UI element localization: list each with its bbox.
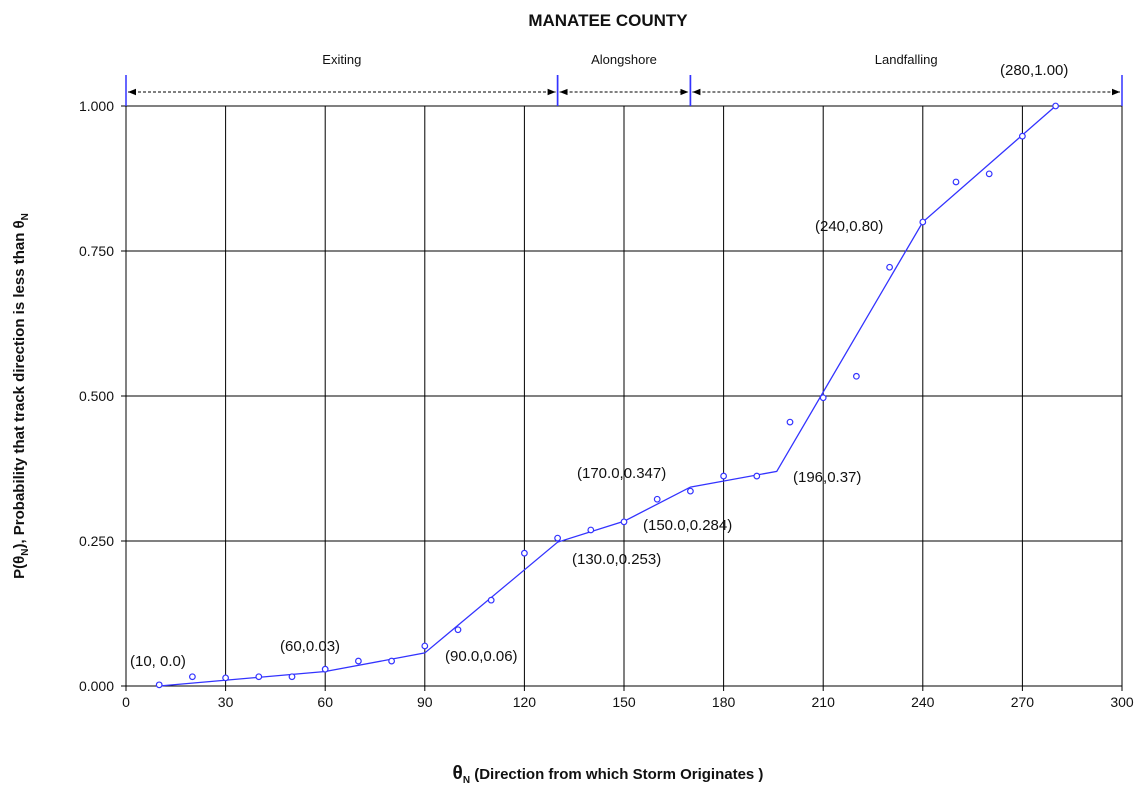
x-axis-label: θN (Direction from which Storm Originate… (453, 763, 764, 786)
y-label-sub: N (20, 213, 31, 220)
data-point (620, 518, 628, 526)
x-tick-label: 300 (1110, 694, 1134, 710)
annotation: (240,0.80) (815, 218, 883, 235)
data-point (554, 534, 561, 542)
y-axis-label: P(θN), Probability that track direction … (11, 213, 31, 579)
data-point (188, 673, 196, 681)
data-point (388, 657, 396, 665)
region-label: Alongshore (591, 52, 657, 67)
x-tick-label: 120 (513, 694, 537, 710)
data-point (653, 495, 661, 503)
x-label-sub: N (463, 775, 470, 786)
x-tick-label: 240 (911, 694, 935, 710)
data-point (521, 549, 528, 557)
data-point (886, 263, 893, 271)
annotation: (170.0,0.347) (577, 465, 666, 482)
x-tick-label: 210 (812, 694, 836, 710)
region-label: Landfalling (875, 52, 938, 67)
chart-title: MANATEE COUNTY (528, 11, 688, 30)
annotation: (130.0,0.253) (572, 551, 661, 568)
annotation: (90.0,0.06) (445, 648, 518, 665)
y-label-part: ), Probability that track direction is l… (11, 220, 28, 548)
data-point (321, 665, 329, 673)
x-label-part: (Direction from which Storm Originates ) (470, 766, 763, 783)
y-tick-label: 0.500 (79, 388, 114, 404)
x-tick-label: 90 (417, 694, 433, 710)
annotation: (196,0.37) (793, 469, 861, 486)
data-point (487, 596, 495, 604)
data-point (421, 642, 429, 650)
x-tick-label: 270 (1011, 694, 1035, 710)
data-point (288, 673, 296, 681)
y-tick-label: 0.250 (79, 533, 114, 549)
annotation: (60,0.03) (280, 638, 340, 655)
y-tick-label: 0.000 (79, 678, 114, 694)
data-point (853, 372, 860, 380)
x-tick-label: 150 (612, 694, 636, 710)
data-point (720, 472, 727, 480)
data-point (819, 394, 827, 402)
data-point (587, 526, 595, 534)
annotation: (150.0,0.284) (643, 517, 732, 534)
data-point (155, 681, 163, 689)
data-point (952, 178, 960, 186)
annotation: (10, 0.0) (130, 653, 186, 670)
data-point (255, 673, 263, 681)
data-point (222, 674, 230, 682)
annotation: (280,1.00) (1000, 62, 1068, 79)
data-point (753, 472, 761, 480)
data-point (1019, 132, 1026, 140)
x-label-part: θ (453, 763, 463, 784)
data-point (1052, 102, 1059, 110)
data-point (687, 487, 694, 495)
x-tick-label: 60 (317, 694, 333, 710)
data-point (985, 170, 993, 178)
data-point (355, 657, 362, 665)
x-tick-label: 180 (712, 694, 736, 710)
y-tick-label: 1.000 (79, 98, 114, 114)
y-tick-label: 0.750 (79, 243, 114, 259)
y-label-sub: N (20, 549, 31, 556)
data-point (919, 218, 927, 226)
x-tick-label: 0 (122, 694, 130, 710)
region-label: Exiting (322, 52, 361, 67)
x-tick-label: 30 (218, 694, 234, 710)
data-point (786, 418, 794, 426)
y-label-part: P(θ (11, 556, 28, 579)
data-point (454, 626, 462, 634)
